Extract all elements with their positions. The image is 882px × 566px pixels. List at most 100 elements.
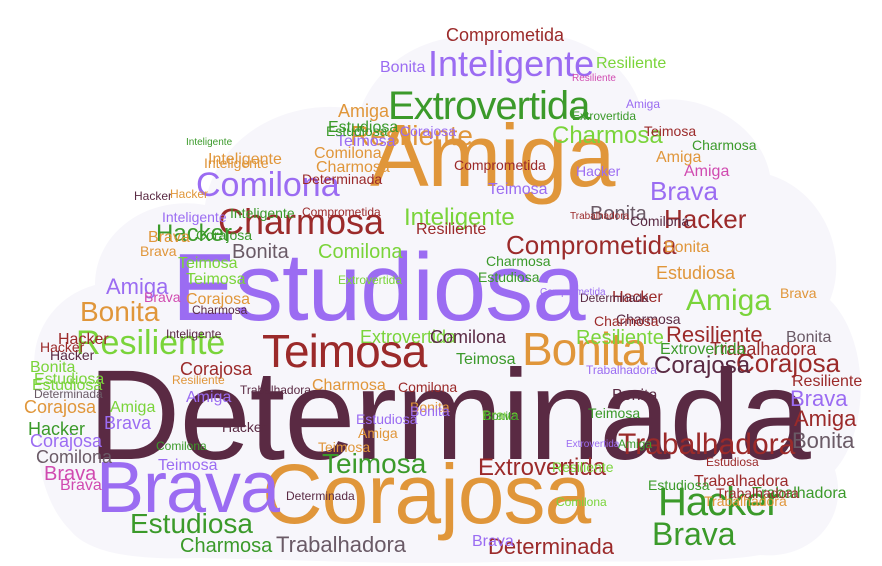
cloud-word: Comilona	[318, 241, 403, 263]
cloud-word: Brava	[790, 386, 848, 411]
cloud-word: Brava	[148, 229, 190, 246]
cloud-word: Hacker	[50, 347, 95, 363]
cloud-word: Charmosa	[552, 122, 663, 149]
cloud-word: Amiga	[338, 101, 390, 121]
cloud-word: Amiga	[626, 97, 661, 111]
cloud-word: Hacker	[664, 204, 747, 234]
cloud-word: Estudiosa	[328, 119, 399, 136]
cloud-word: Teimosa	[456, 351, 516, 368]
cloud-word: Trabalhadora	[752, 485, 847, 502]
cloud-word: Amiga	[106, 274, 169, 299]
cloud-word: Amiga	[656, 149, 702, 166]
cloud-word: Estudiosa	[32, 377, 103, 394]
cloud-word: Teimosa	[588, 405, 641, 421]
cloud-word: Extrovertida	[360, 327, 457, 347]
cloud-word: Corajosa	[186, 291, 251, 308]
cloud-word: Extrovertida	[478, 454, 607, 481]
cloud-word: Brava	[650, 176, 718, 206]
cloud-word: Brava	[44, 463, 97, 485]
cloud-word: Corajosa	[736, 348, 841, 378]
cloud-word: Charmosa	[316, 159, 390, 176]
cloud-word: Inteligente	[208, 151, 282, 168]
cloud-word: Hacker	[222, 419, 267, 435]
cloud-word: Extrovertida	[660, 341, 746, 358]
cloud-word: Inteligente	[166, 327, 222, 341]
cloud-word: Extrovertida	[572, 109, 637, 123]
cloud-word: Resiliente	[666, 322, 763, 347]
cloud-word: Charmosa	[312, 377, 386, 394]
cloud-word: Resiliente	[172, 373, 225, 387]
cloud-word: Determinada	[302, 171, 383, 187]
cloud-word: Extrovertida	[388, 84, 590, 128]
cloud-word: Hacker	[58, 331, 109, 348]
cloud-word: Determinada	[34, 387, 103, 401]
cloud-word: Bonita	[612, 387, 658, 404]
cloud-word: Comilona	[314, 145, 382, 162]
cloud-word: Inteligente	[230, 205, 295, 221]
cloud-word: Resiliente	[576, 327, 664, 349]
cloud-word: Charmosa	[180, 535, 273, 557]
cloud-word: Comprometida	[302, 205, 381, 219]
cloud-word: Corajosa	[24, 397, 97, 417]
cloud-word: Amiga	[110, 399, 156, 416]
cloud-word: Amiga	[358, 425, 398, 441]
cloud-word: Extrovertida	[338, 273, 403, 287]
cloud-word: Comilona	[36, 447, 113, 467]
cloud-word: Brava	[140, 243, 177, 259]
cloud-word: Comilona	[196, 166, 340, 204]
cloud-word: Comprometida	[446, 25, 565, 45]
cloud-word: Trabalhadora	[716, 485, 799, 501]
cloud-word: Bonita	[380, 59, 426, 76]
cloud-word: Determinada	[286, 489, 355, 503]
cloud-word: Trabalhadora	[586, 363, 657, 377]
cloud-word: Brava	[652, 516, 736, 552]
cloud-word: Bonita	[786, 329, 832, 346]
cloud-word: Hacker	[170, 187, 209, 201]
cloud-word: Inteligente	[428, 43, 595, 84]
cloud-word: Trabalhadora	[276, 532, 407, 557]
cloud-word: Resiliente	[76, 324, 226, 362]
cloud-word: Estudiosa	[648, 477, 710, 493]
cloud-word: Amiga	[186, 389, 232, 406]
cloud-word: Comprometida	[454, 157, 546, 173]
cloud-word: Inteligente	[162, 209, 227, 225]
cloud-word: Comilona	[556, 495, 607, 509]
cloud-word: Teimosa	[186, 271, 246, 288]
cloud-word: Determinada	[580, 291, 649, 305]
cloud-word: Hacker	[156, 220, 233, 247]
cloud-word: Hacker	[612, 289, 663, 306]
cloud-word: Brava	[780, 285, 817, 301]
cloud-word: Estudiosa	[478, 269, 540, 285]
cloud-word: Hacker	[576, 163, 621, 179]
cloud-word: Trabalhadora	[694, 473, 789, 490]
cloud-word: Brava	[104, 413, 152, 433]
cloud-word: Estudiosa	[172, 234, 586, 341]
cloud-word: Estudiosa	[656, 263, 736, 283]
cloud-word: Amiga	[684, 163, 730, 180]
cloud-word: Comilona	[630, 213, 690, 229]
cloud-word: Trabalhadora	[710, 339, 817, 359]
cloud-word: Bonita	[410, 403, 450, 419]
cloud-word: Resiliente	[572, 73, 616, 84]
cloud-word: Comprometida	[506, 230, 677, 260]
cloud-word: Bonita	[80, 296, 160, 327]
cloud-word: Teimosa	[318, 439, 371, 455]
cloud-word: Resiliente	[350, 120, 473, 151]
cloud-word: Brava	[144, 289, 181, 305]
cloud-word: Hacker	[28, 419, 86, 439]
cloud-word: Trabalhadora	[704, 493, 787, 509]
cloud-word: Hacker	[40, 339, 85, 355]
cloud-word: Estudiosa	[130, 508, 253, 539]
cloud-word: Teimosa	[262, 325, 427, 377]
cloud-word: Bonita	[792, 428, 855, 453]
cloud-word: Comilona	[430, 327, 507, 347]
cloud-word: Brava	[482, 407, 519, 423]
cloud-word: Teimosa	[178, 255, 238, 272]
cloud-word: Charmosa	[218, 201, 385, 242]
cloud-word: Teimosa	[322, 448, 427, 479]
cloud-word: Amiga	[794, 406, 857, 431]
cloud-word: Bonita	[410, 399, 450, 415]
cloud-word: Comilona	[156, 439, 207, 453]
